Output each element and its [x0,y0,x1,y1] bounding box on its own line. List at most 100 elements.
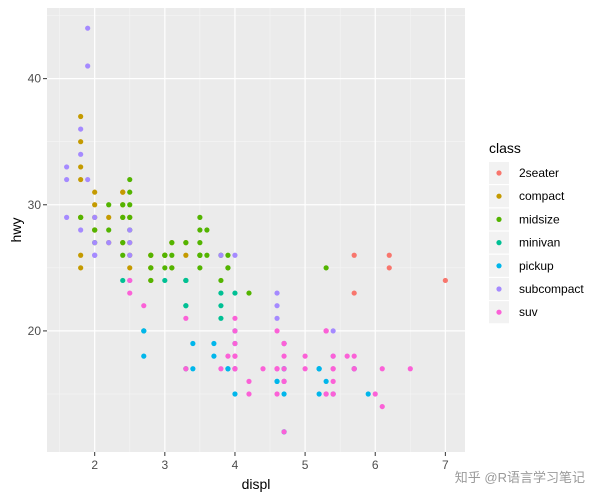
legend: class 2seater compact midsize minivan pickup… [489,140,584,324]
point-midsize [323,265,329,271]
point-minivan [218,290,224,296]
point-midsize [169,240,175,246]
point-compact [120,189,126,195]
x-tick-label: 2 [91,458,98,472]
point-midsize [92,227,98,233]
y-tick-label: 30 [28,198,42,212]
point-suv [183,366,189,372]
point-suv [407,366,413,372]
point-suv [351,353,357,359]
point-compact [183,252,189,258]
point-suv [246,391,252,397]
point-midsize [106,227,112,233]
x-tick-label: 6 [372,458,379,472]
point-midsize [148,265,154,271]
point-subcompact [92,240,98,246]
point-minivan [183,277,189,284]
point-minivan [232,290,238,296]
legend-label-suv: suv [519,305,538,319]
point-compact [78,113,84,120]
point-subcompact [274,315,280,321]
point-suv [281,378,287,384]
point-subcompact [64,176,70,183]
point-minivan [162,277,168,284]
point-midsize [197,252,203,258]
point-midsize [218,277,224,284]
legend-key-midsize [496,216,502,222]
point-midsize [120,252,126,258]
watermark-text: 知乎 @R语言学习笔记 [455,470,585,485]
point-suv [274,328,280,334]
point-subcompact [330,328,336,334]
point-compact [106,214,112,220]
point-subcompact [274,303,280,309]
point-subcompact [274,290,280,296]
point-suv [274,366,280,372]
legend-label-subcompact: subcompact [519,282,584,296]
point-midsize [183,240,189,246]
point-subcompact [78,151,84,157]
point-midsize [106,202,112,208]
x-tick-label: 4 [232,458,239,472]
point-suv [127,277,133,284]
point-compact [78,176,84,183]
point-midsize [197,240,203,246]
point-suv [232,340,238,347]
point-midsize [120,240,126,246]
point-midsize [225,252,231,258]
point-midsize [197,265,203,271]
legend-key-2seater [496,170,502,176]
point-suv [218,366,224,372]
point-2seater [386,252,392,258]
point-subcompact [64,214,70,220]
point-suv [281,366,287,372]
point-suv [323,391,329,397]
point-suv [330,378,336,384]
point-subcompact [78,126,84,132]
point-pickup [190,366,196,372]
point-suv [379,403,385,410]
point-subcompact [85,63,91,69]
point-subcompact [106,240,112,246]
point-subcompact [127,227,133,233]
legend-title: class [489,140,521,156]
point-midsize [148,252,154,258]
point-pickup [274,378,280,384]
point-suv [141,303,147,309]
point-midsize [120,202,126,208]
point-compact [78,164,84,170]
point-pickup [316,366,322,372]
point-suv [281,340,287,347]
point-midsize [120,214,126,220]
point-compact [92,189,98,195]
point-suv [344,353,350,359]
point-pickup [323,378,329,384]
point-suv [232,328,238,334]
point-minivan [120,277,126,284]
legend-label-midsize: midsize [519,212,560,226]
x-tick-label: 5 [302,458,309,472]
y-tick-label: 40 [28,72,42,86]
point-suv [232,315,238,321]
point-2seater [442,277,448,284]
point-suv [260,366,266,372]
point-suv [302,366,308,372]
point-pickup [316,391,322,397]
point-pickup [141,328,147,334]
point-suv [323,328,329,334]
legend-key-minivan [496,240,502,246]
point-suv [232,366,238,372]
point-suv [246,378,252,384]
point-suv [302,353,308,359]
point-midsize [148,277,154,284]
point-suv [372,391,378,397]
point-compact [127,265,133,271]
point-pickup [211,353,217,359]
point-pickup [232,391,238,397]
point-compact [78,252,84,258]
point-midsize [169,252,175,258]
point-2seater [386,265,392,271]
point-subcompact [218,252,224,258]
point-pickup [190,340,196,347]
